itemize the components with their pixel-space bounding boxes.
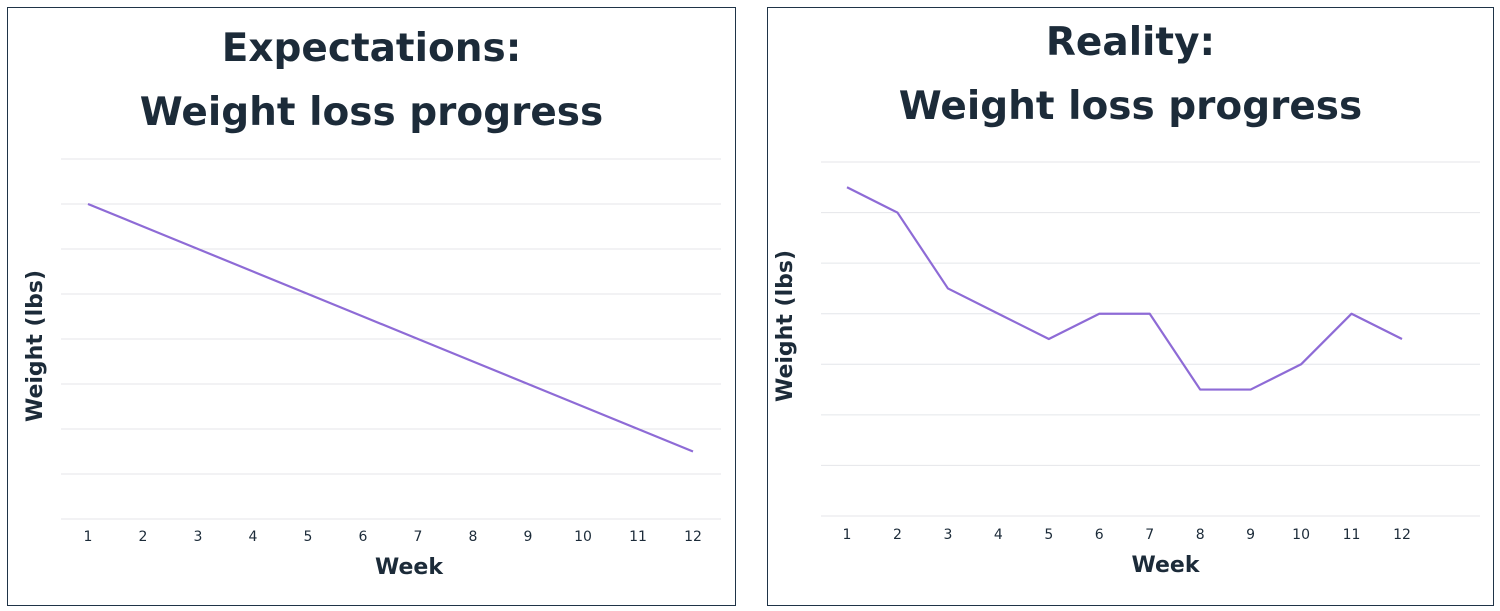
y-axis-label: Weight (lbs) [23,270,48,422]
x-tick-label: 10 [1292,527,1310,543]
x-tick-label: 6 [359,529,368,545]
x-tick-label: 9 [1246,527,1255,543]
x-tick-label: 3 [194,529,203,545]
chart-title-line-2: Weight loss progress [898,84,1363,129]
x-tick-label: 1 [84,529,93,545]
x-tick-label: 6 [1095,527,1104,543]
x-tick-label: 12 [684,529,702,545]
x-tick-label: 1 [843,527,852,543]
weight-series-line [87,202,694,453]
weight-series-line [846,186,1403,391]
chart-title-line-1: Reality: [1045,20,1216,65]
x-axis-label: Week [375,555,444,580]
x-tick-label: 8 [469,529,478,545]
x-tick-label: 7 [414,529,423,545]
x-tick-label: 11 [1343,527,1361,543]
x-tick-label: 3 [943,527,952,543]
x-tick-label: 4 [994,527,1003,543]
x-tick-label: 11 [629,529,647,545]
x-tick-label: 7 [1145,527,1154,543]
x-tick-label: 12 [1393,527,1411,543]
x-tick-label: 4 [249,529,258,545]
x-tick-label: 10 [574,529,592,545]
y-axis-label: Weight (lbs) [773,250,798,402]
x-tick-label: 8 [1196,527,1205,543]
x-tick-label: 5 [304,529,313,545]
x-tick-label: 2 [139,529,148,545]
x-tick-label: 2 [893,527,902,543]
chart-title-line-1: Expectations: [221,26,522,71]
x-tick-label: 9 [524,529,533,545]
x-axis-label: Week [1132,553,1201,578]
x-tick-label: 5 [1044,527,1053,543]
chart-title-line-2: Weight loss progress [139,90,604,135]
